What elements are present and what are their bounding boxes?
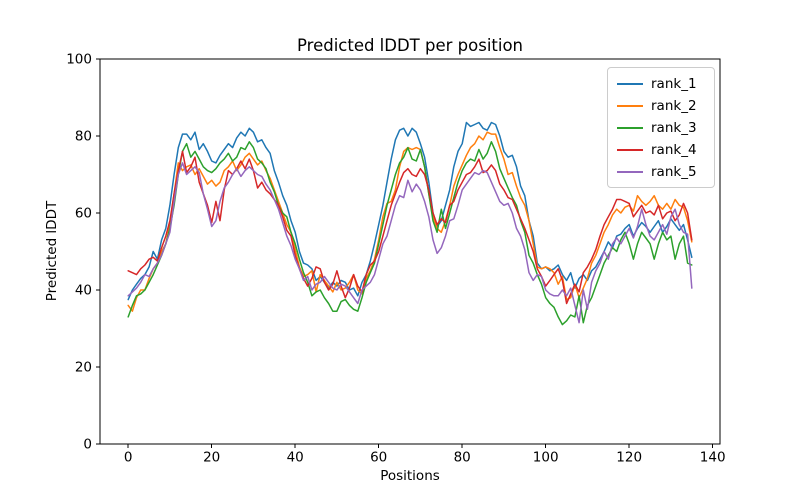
x-tick-label: 60 [370,450,387,466]
x-tick-label: 100 [533,450,559,466]
y-tick-label: 100 [66,52,92,68]
series-line-rank_3 [127,141,693,326]
series-line-rank_2 [127,131,693,312]
x-tick-label: 40 [287,450,304,466]
legend-label-rank_1: rank_1 [651,75,697,92]
legend-swatch-rank_2 [617,104,643,107]
x-tick-label: 80 [454,450,471,466]
legend-box: rank_1 rank_2 rank_3 rank_4 rank_5 [607,67,715,188]
legend-entry-rank_3: rank_3 [617,119,705,136]
plot-title: Predicted lDDT per position [296,36,524,55]
legend-entry-rank_2: rank_2 [617,97,705,114]
plot-border [99,58,721,445]
y-axis-label: Predicted lDDT [44,200,60,302]
y-tick-label: 0 [83,437,92,453]
legend-entry-rank_5: rank_5 [617,163,705,180]
legend-label-rank_3: rank_3 [651,119,697,136]
legend-swatch-rank_5 [617,170,643,173]
legend-label-rank_2: rank_2 [651,97,697,114]
x-tick-label: 0 [124,450,133,466]
x-tick-label: 120 [616,450,642,466]
x-axis-label: Positions [380,468,440,484]
series-line-rank_5 [127,162,693,324]
legend-swatch-rank_4 [617,148,643,151]
y-tick-label: 60 [75,206,92,222]
x-tick-label: 140 [700,450,726,466]
legend-entry-rank_1: rank_1 [617,75,705,92]
legend-label-rank_5: rank_5 [651,163,697,180]
legend-entry-rank_4: rank_4 [617,141,705,158]
legend-label-rank_4: rank_4 [651,141,697,158]
x-tick-label: 20 [203,450,220,466]
series-line-rank_4 [127,150,693,305]
y-tick-label: 40 [75,283,92,299]
legend-swatch-rank_1 [617,82,643,85]
series-line-rank_1 [127,121,693,301]
y-tick-label: 20 [75,360,92,376]
y-tick-label: 80 [75,129,92,145]
legend-swatch-rank_3 [617,126,643,129]
